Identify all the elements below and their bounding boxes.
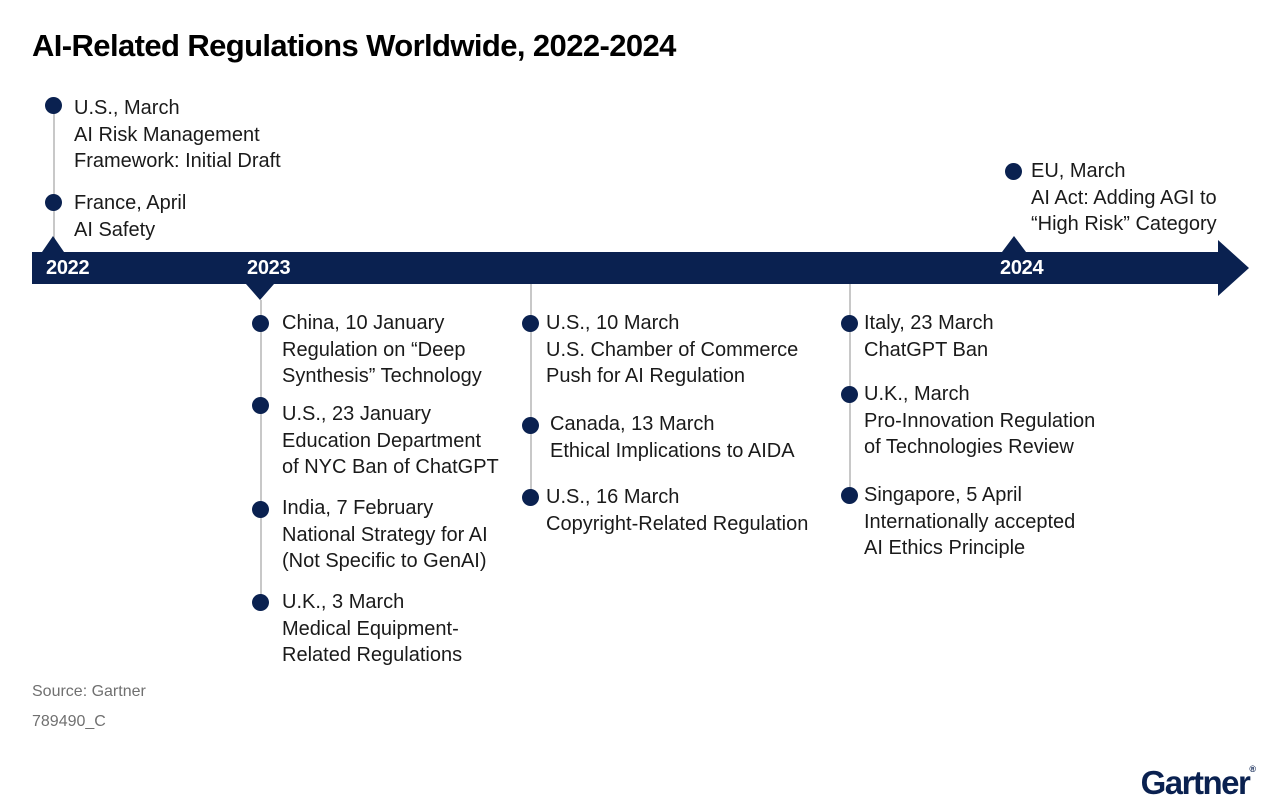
event-line: of NYC Ban of ChatGPT xyxy=(282,456,499,478)
event-marker xyxy=(522,315,539,332)
event-line: Copyright-Related Regulation xyxy=(546,512,809,535)
connector-line-2023-group2 xyxy=(530,284,532,498)
event-text: China, 10 January Regulation on “Deep Sy… xyxy=(282,310,482,390)
event-text: Canada, 13 March Ethical Implications to… xyxy=(550,411,795,464)
connector-line-2023-group1 xyxy=(260,300,262,605)
event-header: India, 7 February xyxy=(282,497,434,519)
event-marker xyxy=(522,417,539,434)
event-text: France, April AI Safety xyxy=(74,190,186,243)
event-text: Singapore, 5 April Internationally accep… xyxy=(864,482,1075,562)
event-line: National Strategy for AI xyxy=(282,523,488,546)
event-text: U.S., 10 March U.S. Chamber of Commerce … xyxy=(546,310,798,390)
event-text: EU, March AI Act: Adding AGI to “High Ri… xyxy=(1031,158,1217,238)
event-text: U.S., March AI Risk Management Framework… xyxy=(74,95,281,175)
event-text: U.K., March Pro-Innovation Regulation of… xyxy=(864,381,1095,461)
event-line: ChatGPT Ban xyxy=(864,338,989,361)
event-header: U.S., 23 January xyxy=(282,403,431,425)
logo-text: Gartner xyxy=(1140,764,1251,801)
event-marker xyxy=(252,315,269,332)
event-marker xyxy=(45,194,62,211)
figure-id: 789490_C xyxy=(32,713,106,730)
event-line: U.S. Chamber of Commerce xyxy=(546,338,799,361)
connector-line-2022 xyxy=(53,105,55,247)
event-line: of Technologies Review xyxy=(864,436,1074,458)
event-header: U.S., 10 March xyxy=(546,312,680,334)
event-marker xyxy=(522,489,539,506)
event-text: India, 7 February National Strategy for … xyxy=(282,495,488,575)
event-header: Singapore, 5 April xyxy=(864,484,1022,506)
event-header: U.K., March xyxy=(864,383,970,405)
event-line: AI Risk Management xyxy=(74,123,260,146)
event-header: China, 10 January xyxy=(282,312,445,334)
event-header: U.S., 16 March xyxy=(546,486,680,508)
event-header: EU, March xyxy=(1031,160,1126,182)
event-line: Synthesis” Technology xyxy=(282,365,482,387)
page-title: AI-Related Regulations Worldwide, 2022-2… xyxy=(32,28,676,63)
event-text: U.S., 16 March Copyright-Related Regulat… xyxy=(546,484,808,537)
gartner-logo: Gartner® xyxy=(1141,764,1256,802)
event-line: Related Regulations xyxy=(282,644,463,666)
event-line: Internationally accepted xyxy=(864,510,1076,533)
event-marker xyxy=(252,397,269,414)
event-line: Push for AI Regulation xyxy=(546,365,746,387)
event-line: (Not Specific to GenAI) xyxy=(282,550,487,572)
year-label-2024: 2024 xyxy=(1000,257,1044,279)
event-text: U.S., 23 January Education Department of… xyxy=(282,401,499,481)
event-line: Pro-Innovation Regulation xyxy=(864,409,1096,432)
event-marker xyxy=(252,501,269,518)
event-marker xyxy=(1005,163,1022,180)
event-marker xyxy=(841,487,858,504)
event-line: Regulation on “Deep xyxy=(282,338,466,361)
event-line: Framework: Initial Draft xyxy=(74,150,281,172)
registered-mark: ® xyxy=(1249,764,1256,774)
event-line: Education Department xyxy=(282,429,482,452)
event-line: “High Risk” Category xyxy=(1031,213,1217,235)
event-text: Italy, 23 March ChatGPT Ban xyxy=(864,310,994,363)
event-marker xyxy=(841,315,858,332)
event-header: Canada, 13 March xyxy=(550,413,715,435)
year-label-2022: 2022 xyxy=(46,257,90,279)
event-line: AI Act: Adding AGI to xyxy=(1031,186,1217,209)
event-line: AI Safety xyxy=(74,218,156,241)
event-line: AI Ethics Principle xyxy=(864,537,1026,559)
event-header: U.K., 3 March xyxy=(282,591,405,613)
event-header: U.S., March xyxy=(74,97,180,119)
event-header: Italy, 23 March xyxy=(864,312,994,334)
event-marker xyxy=(252,594,269,611)
event-text: U.K., 3 March Medical Equipment- Related… xyxy=(282,589,462,669)
year-label-2023: 2023 xyxy=(247,257,291,279)
event-line: Ethical Implications to AIDA xyxy=(550,439,795,462)
source-note: Source: Gartner xyxy=(32,683,146,700)
event-line: Medical Equipment- xyxy=(282,617,459,640)
timeline-arrow xyxy=(32,236,1249,300)
event-marker xyxy=(45,97,62,114)
event-header: France, April xyxy=(74,192,187,214)
event-marker xyxy=(841,386,858,403)
